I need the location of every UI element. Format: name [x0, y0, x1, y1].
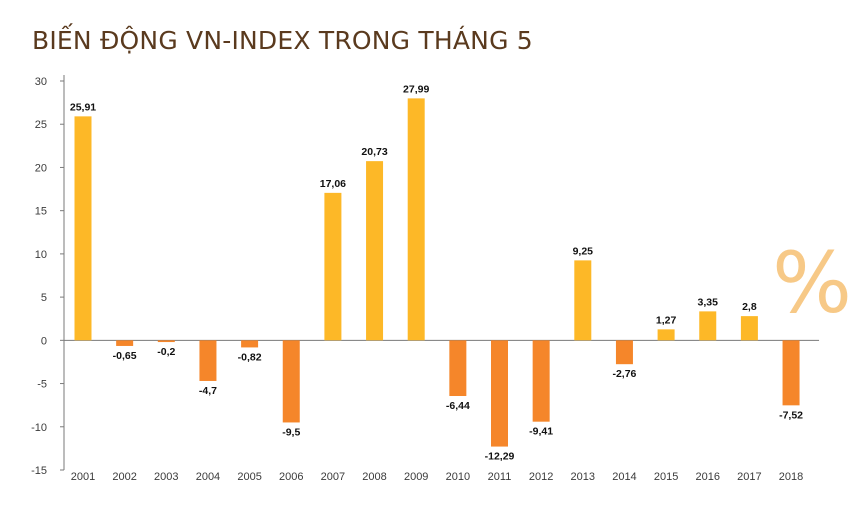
bar-2016 — [699, 311, 717, 341]
data-label-2016: 3,35 — [698, 296, 719, 308]
bar-2012 — [532, 340, 550, 422]
y-axis: 30 25 20 15 10 5 0 -5 -10 -15 — [31, 75, 820, 477]
bar-2007 — [324, 192, 342, 341]
bar-2018 — [782, 340, 800, 406]
bar-2004 — [199, 340, 217, 381]
y-tick-label: 0 — [41, 335, 47, 347]
data-label-2011: -12,29 — [485, 451, 515, 463]
y-tick-label: 5 — [41, 292, 47, 304]
x-tick-label: 2001 — [71, 471, 95, 483]
x-tick-label: 2017 — [737, 471, 761, 483]
y-tick-label: 30 — [35, 76, 47, 88]
data-label-2015: 1,27 — [656, 314, 677, 326]
bar-2005 — [241, 340, 259, 348]
y-tick-label: -5 — [37, 379, 47, 391]
y-tick-label: -10 — [31, 422, 47, 434]
percent-unit-symbol: % — [772, 234, 852, 332]
x-tick-label: 2007 — [321, 471, 345, 483]
data-label-2009: 27,99 — [403, 83, 429, 95]
x-tick-label: 2004 — [196, 471, 220, 483]
bar-2008 — [366, 161, 384, 341]
bar-2003 — [157, 340, 175, 343]
bar-2010 — [449, 340, 467, 397]
x-tick-label: 2008 — [362, 471, 386, 483]
bar-2017 — [740, 316, 758, 341]
data-labels: 25,91 -0,65 -0,2 -4,7 -0,82 -9,5 17,06 20,73 27,… — [70, 83, 803, 462]
x-tick-label: 2003 — [154, 471, 178, 483]
data-label-2001: 25,91 — [70, 101, 96, 113]
x-tick-label: 2012 — [529, 471, 553, 483]
bar-2001 — [74, 116, 92, 341]
bar-2002 — [116, 340, 134, 346]
bar-2015 — [657, 329, 675, 341]
bar-2006 — [282, 340, 300, 423]
data-label-2003: -0,2 — [157, 346, 175, 358]
y-tick-label: 10 — [35, 249, 47, 261]
x-tick-label: 2011 — [488, 471, 512, 483]
y-tick-label: 20 — [35, 162, 47, 174]
y-tick-label: -15 — [31, 465, 47, 477]
data-label-2006: -9,5 — [282, 426, 300, 438]
data-label-2002: -0,65 — [113, 350, 137, 362]
x-axis: 2001 2002 2003 2004 2005 2006 2007 2008 2009 2010… — [71, 471, 804, 483]
x-tick-label: 2009 — [404, 471, 428, 483]
bars — [74, 98, 800, 447]
x-tick-label: 2013 — [571, 471, 595, 483]
bar-2009 — [407, 98, 425, 341]
x-tick-label: 2014 — [612, 471, 636, 483]
x-tick-label: 2018 — [779, 471, 803, 483]
x-tick-label: 2006 — [279, 471, 303, 483]
data-label-2010: -6,44 — [446, 400, 470, 412]
data-label-2012: -9,41 — [529, 426, 553, 438]
data-label-2005: -0,82 — [238, 351, 262, 363]
data-label-2004: -4,7 — [199, 385, 217, 397]
data-label-2013: 9,25 — [573, 245, 594, 257]
x-tick-label: 2005 — [237, 471, 261, 483]
bar-2014 — [615, 340, 633, 365]
x-tick-label: 2016 — [696, 471, 720, 483]
y-tick-label: 25 — [35, 119, 47, 131]
y-tick-label: 15 — [35, 206, 47, 218]
x-tick-label: 2015 — [654, 471, 678, 483]
data-label-2008: 20,73 — [361, 146, 387, 158]
data-label-2007: 17,06 — [320, 178, 346, 190]
bar-2013 — [574, 260, 592, 341]
chart-title: BIẾN ĐỘNG VN-INDEX TRONG THÁNG 5 — [32, 26, 533, 55]
x-tick-label: 2010 — [446, 471, 470, 483]
data-label-2017: 2,8 — [742, 301, 757, 313]
bar-2011 — [491, 340, 508, 447]
data-label-2018: -7,52 — [779, 409, 803, 421]
x-tick-label: 2002 — [112, 471, 136, 483]
data-label-2014: -2,76 — [612, 368, 636, 380]
